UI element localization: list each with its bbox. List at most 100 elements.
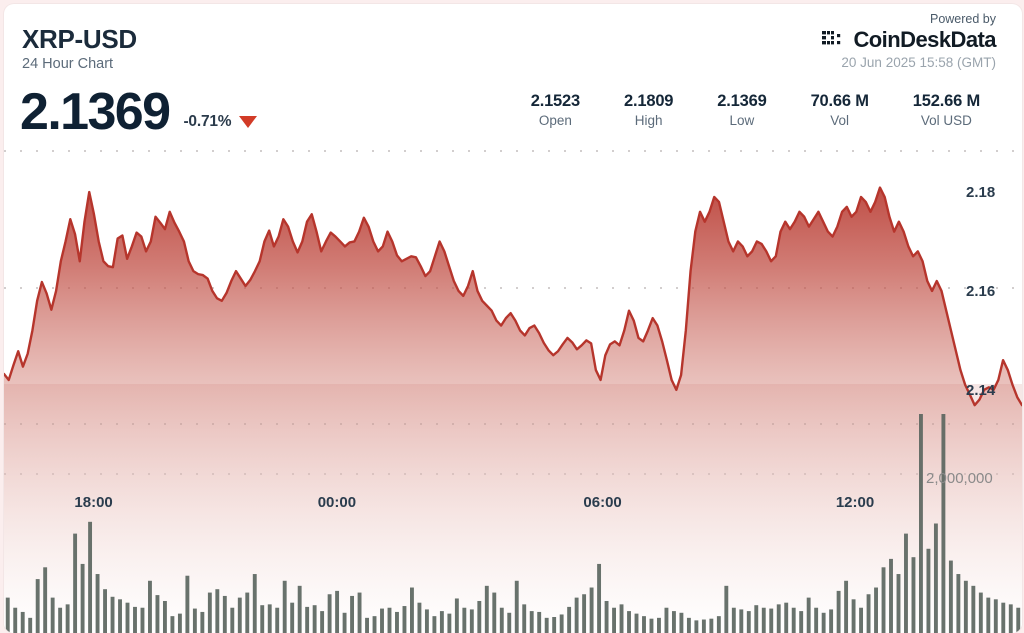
volume-bar bbox=[58, 607, 63, 633]
volume-bar bbox=[574, 597, 579, 633]
volume-bar bbox=[447, 613, 452, 633]
change-indicator: -0.71% bbox=[183, 113, 258, 131]
volume-bar bbox=[5, 597, 10, 633]
volume-bar bbox=[260, 605, 265, 633]
volume-bar bbox=[290, 602, 295, 633]
volume-bar bbox=[50, 597, 55, 633]
volume-bar bbox=[252, 574, 257, 633]
volume-bar bbox=[327, 594, 332, 633]
volume-bar bbox=[215, 589, 220, 633]
volume-bar bbox=[709, 618, 714, 633]
stat-value: 2.1809 bbox=[624, 92, 674, 110]
volume-bar bbox=[80, 563, 85, 633]
volume-bar bbox=[237, 597, 242, 633]
volume-bar bbox=[207, 592, 212, 633]
volume-bar bbox=[881, 567, 886, 633]
volume-bar bbox=[664, 607, 669, 633]
volume-bar bbox=[380, 608, 384, 633]
volume-bar bbox=[275, 607, 280, 633]
volume-bar bbox=[133, 606, 137, 633]
volume-bar bbox=[896, 574, 901, 633]
volume-bar bbox=[919, 414, 923, 633]
change-percent: -0.71% bbox=[183, 113, 232, 130]
brand-line[interactable]: CoinDeskData bbox=[822, 27, 997, 52]
brand-name: CoinDeskData bbox=[853, 27, 996, 52]
volume-bar bbox=[754, 605, 759, 633]
volume-bar bbox=[904, 533, 908, 633]
volume-bar bbox=[282, 580, 287, 633]
volume-bar bbox=[387, 607, 392, 633]
volume-bar bbox=[13, 607, 18, 633]
volume-bar bbox=[125, 602, 130, 633]
volume-bar bbox=[65, 604, 70, 633]
volume-bar bbox=[829, 609, 834, 633]
volume-bar bbox=[365, 617, 369, 633]
stat-low: 2.1369 Low bbox=[717, 92, 766, 129]
volume-bar bbox=[559, 614, 564, 633]
volume-bar bbox=[417, 602, 422, 633]
volume-bar bbox=[402, 606, 407, 633]
volume-bar bbox=[612, 607, 616, 633]
x-axis-labels: 18:00 00:00 06:00 12:00 bbox=[74, 494, 874, 511]
volume-bar bbox=[514, 580, 519, 633]
stat-value: 152.66 M bbox=[912, 92, 980, 110]
volume-bar bbox=[320, 611, 325, 633]
volume-bar bbox=[799, 611, 804, 633]
volume-bar bbox=[305, 606, 310, 633]
volume-axis-label: 2,000,000 bbox=[926, 470, 993, 487]
volume-bar bbox=[956, 574, 961, 633]
powered-by-label: Powered by bbox=[929, 12, 996, 26]
price-row: 2.1369 -0.71% bbox=[20, 86, 258, 138]
volume-bar bbox=[806, 597, 811, 633]
volume-bar bbox=[148, 580, 152, 633]
volume-bar bbox=[627, 611, 631, 633]
volume-bar bbox=[589, 587, 594, 633]
chart-header: XRP-USD 24 Hour Chart 2.1369 -0.71% 2.15… bbox=[4, 4, 1022, 144]
volume-bar bbox=[477, 600, 482, 633]
coindesk-dot-matrix-icon bbox=[822, 31, 841, 45]
stat-vol: 70.66 M Vol bbox=[811, 92, 869, 129]
price-area-fill bbox=[4, 187, 1022, 633]
volume-bar bbox=[469, 609, 474, 633]
volume-bar bbox=[657, 617, 661, 633]
volume-bar bbox=[222, 595, 227, 633]
volume-bar bbox=[350, 595, 355, 633]
volume-bar bbox=[933, 523, 938, 633]
volume-bar bbox=[851, 599, 856, 633]
volume-bar bbox=[866, 594, 871, 633]
title-block: XRP-USD 24 Hour Chart bbox=[22, 25, 137, 73]
volume-bar bbox=[604, 600, 609, 633]
price-volume-chart[interactable]: 2.18 2.16 2.14 2,000,000 18:00 00:00 06:00 12… bbox=[4, 4, 1022, 633]
volume-bar bbox=[814, 607, 819, 633]
volume-bar bbox=[335, 590, 340, 633]
volume-bar bbox=[537, 611, 542, 633]
brand-timestamp: 20 Jun 2025 15:58 (GMT) bbox=[841, 55, 996, 70]
volume-bar bbox=[724, 585, 729, 633]
volume-bar bbox=[836, 590, 841, 633]
volume-bar bbox=[582, 594, 587, 633]
volume-bar bbox=[1001, 602, 1006, 633]
volume-bar bbox=[424, 609, 429, 633]
x-axis-label: 00:00 bbox=[318, 494, 356, 511]
volume-bar bbox=[28, 617, 33, 633]
volume-bar bbox=[986, 597, 991, 633]
volume-bar bbox=[821, 612, 826, 633]
volume-bar bbox=[454, 598, 459, 633]
stat-label: Vol bbox=[830, 112, 850, 128]
stat-label: Open bbox=[538, 112, 572, 128]
volume-bar bbox=[529, 611, 534, 633]
stat-label: Low bbox=[729, 112, 755, 128]
stat-label: Vol USD bbox=[920, 112, 972, 128]
volume-bar bbox=[20, 611, 25, 633]
stat-open: 2.1523 Open bbox=[531, 92, 580, 129]
volume-bar bbox=[462, 607, 467, 633]
volume-bar bbox=[544, 617, 549, 633]
volume-bar bbox=[432, 616, 437, 633]
stats-row: 2.1523 Open 2.1809 High 2.1369 Low 70.66 M Vol 1… bbox=[531, 92, 980, 129]
volume-bar bbox=[948, 560, 953, 633]
volume-bar bbox=[963, 580, 968, 633]
volume-bar bbox=[170, 616, 175, 633]
volume-bar bbox=[185, 575, 190, 633]
volume-bars bbox=[5, 414, 1021, 633]
